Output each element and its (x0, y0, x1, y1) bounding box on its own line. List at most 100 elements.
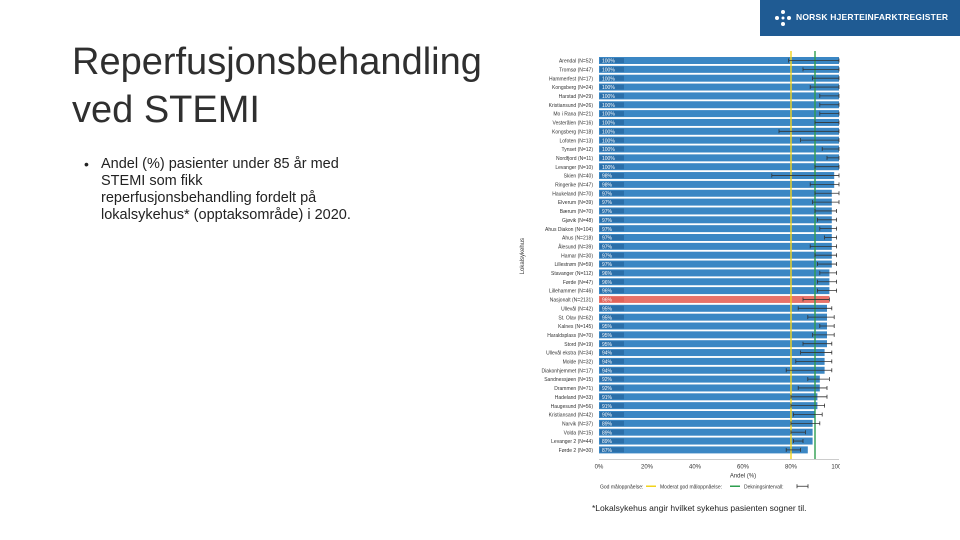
value-label: 100% (602, 165, 615, 171)
value-label: 97% (602, 227, 613, 233)
value-label-bg (600, 217, 624, 223)
bar (599, 92, 839, 100)
x-tick-label: 20% (641, 464, 654, 470)
value-label-bg (600, 385, 624, 391)
value-label: 97% (602, 253, 613, 259)
value-label: 97% (602, 209, 613, 215)
category-label: Sandnessjøen (N=15) (544, 377, 593, 383)
category-label: Haukeland (N=70) (552, 191, 593, 197)
value-label: 95% (602, 342, 613, 348)
value-label-bg (600, 394, 624, 400)
bar (599, 384, 820, 392)
x-tick-label: 100% (831, 464, 840, 470)
value-label: 97% (602, 262, 613, 268)
category-label: Nordfjord (N=11) (556, 156, 593, 162)
value-label: 95% (602, 333, 613, 339)
value-label-bg (600, 358, 624, 364)
category-label: Elverum (N=39) (558, 200, 593, 206)
value-label: 97% (602, 191, 613, 197)
bar (599, 172, 835, 180)
bar (599, 331, 827, 339)
value-label-bg (600, 314, 624, 320)
value-label: 97% (602, 218, 613, 224)
value-label: 100% (602, 94, 615, 100)
bar (599, 118, 839, 126)
bar (599, 304, 827, 312)
value-label-bg (600, 190, 624, 196)
bar (599, 136, 839, 144)
logo-text: NORSK HJERTEINFARKTREGISTER (796, 12, 949, 22)
value-label-bg (600, 199, 624, 205)
category-label: Diakonhjemmet (N=17) (541, 368, 593, 374)
value-label-bg (600, 58, 624, 63)
bar (599, 110, 839, 118)
slide-title-line-1: Reperfusjonsbehandling (72, 41, 482, 83)
value-label: 100% (602, 156, 615, 162)
value-label: 95% (602, 306, 613, 312)
value-label: 100% (602, 67, 615, 73)
bar (599, 57, 839, 64)
value-label-bg (600, 350, 624, 356)
category-label: Ahus (N=218) (562, 236, 593, 242)
value-label: 89% (602, 421, 613, 427)
value-label: 96% (602, 280, 613, 286)
category-label: Ringerike (N=47) (555, 183, 593, 189)
x-tick-label: 0% (595, 464, 604, 470)
value-label: 100% (602, 121, 615, 127)
value-label: 100% (602, 112, 615, 118)
value-label: 90% (602, 413, 613, 419)
bar (599, 83, 839, 91)
value-label: 97% (602, 200, 613, 206)
value-label-bg (600, 341, 624, 347)
value-label: 100% (602, 76, 615, 82)
category-label: Kongsberg (N=24) (552, 85, 593, 91)
category-label: Ullevål (N=42) (561, 305, 593, 312)
category-label: Tynset (N=12) (561, 147, 593, 153)
value-label-bg (600, 261, 624, 267)
category-label: Levanger 2 (N=44) (551, 439, 593, 445)
category-label: Lillestrøm (N=59) (555, 262, 594, 268)
category-label: Molde (N=32) (563, 360, 594, 366)
category-label: Ålesund (N=39) (558, 243, 593, 250)
value-label: 96% (602, 271, 613, 277)
value-label-bg (600, 403, 624, 409)
bar (599, 251, 832, 259)
value-label: 92% (602, 377, 613, 383)
value-label-bg (600, 367, 624, 373)
category-label: Nasjonalt (N=2131) (550, 298, 594, 304)
value-label-bg (600, 279, 624, 285)
value-label-bg (600, 226, 624, 232)
y-axis-label: Lokalsykehus (520, 238, 526, 274)
bar (599, 428, 813, 436)
value-label-bg (600, 420, 624, 426)
value-label-bg (600, 119, 624, 125)
bar (599, 216, 832, 224)
category-label: Hammerfest (N=17) (549, 76, 593, 82)
bar (599, 357, 825, 365)
bar (599, 295, 830, 303)
bar (599, 278, 830, 286)
bullet-list: Andel (%) pasienter under 85 år med STEM… (84, 156, 354, 224)
bar (599, 127, 839, 135)
bar (599, 225, 832, 233)
category-label: Gjøvik (N=48) (562, 218, 593, 224)
category-label: St. Olav (N=62) (558, 315, 593, 321)
value-label-bg (600, 438, 624, 444)
value-label: 89% (602, 439, 613, 445)
legend-good-label: God måloppnåelse: (600, 483, 643, 490)
x-tick-label: 40% (689, 464, 702, 470)
bar (599, 287, 830, 295)
value-label: 97% (602, 236, 613, 242)
x-tick-label: 60% (737, 464, 750, 470)
bar (599, 322, 827, 330)
bar (599, 180, 835, 188)
value-label: 97% (602, 244, 613, 250)
bar (599, 313, 827, 321)
category-label: Haraldsplass (N=70) (547, 333, 593, 339)
bar (599, 189, 832, 197)
slide-title-line-2: ved STEMI (72, 89, 260, 131)
bar (599, 163, 839, 171)
value-label-bg (600, 332, 624, 338)
category-label: Vesterålen (N=16) (553, 120, 594, 127)
value-label-bg (600, 93, 624, 99)
